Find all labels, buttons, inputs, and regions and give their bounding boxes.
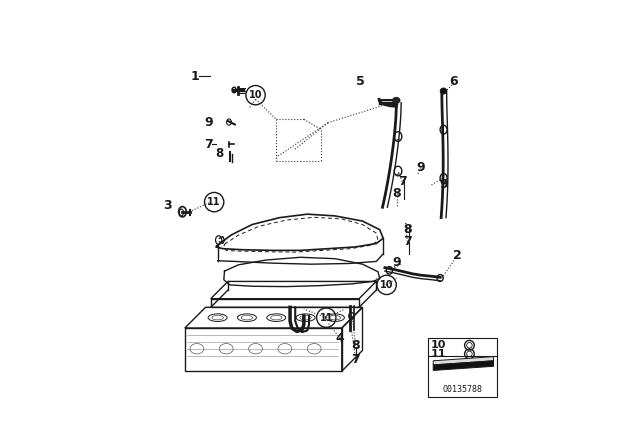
Text: 1: 1 [191,70,200,83]
Text: 9: 9 [393,256,401,269]
Bar [428,338,497,397]
Text: 7: 7 [398,175,406,188]
Text: 8: 8 [393,187,401,200]
Text: 2: 2 [453,249,461,262]
Text: 6: 6 [449,75,458,88]
Text: 11: 11 [319,313,333,323]
Text: 9: 9 [205,116,213,129]
Text: 7: 7 [351,353,360,366]
Text: 11: 11 [207,197,221,207]
Text: 4: 4 [336,332,344,345]
Text: 8: 8 [215,146,223,159]
Text: 3: 3 [163,199,172,212]
Polygon shape [433,357,493,365]
Text: 10: 10 [249,90,262,100]
Text: 5: 5 [356,75,365,88]
Text: 7: 7 [205,138,213,151]
Text: 9: 9 [417,161,426,174]
Ellipse shape [392,97,400,103]
Text: 7: 7 [403,235,412,248]
Text: 10: 10 [380,280,394,290]
Text: 8: 8 [351,339,360,352]
Polygon shape [433,361,493,370]
Text: O0135788: O0135788 [442,385,483,394]
Text: 9: 9 [439,178,448,191]
Text: 10: 10 [431,340,446,350]
Text: 8: 8 [403,223,412,236]
Text: 11: 11 [431,349,446,359]
Ellipse shape [440,88,447,94]
